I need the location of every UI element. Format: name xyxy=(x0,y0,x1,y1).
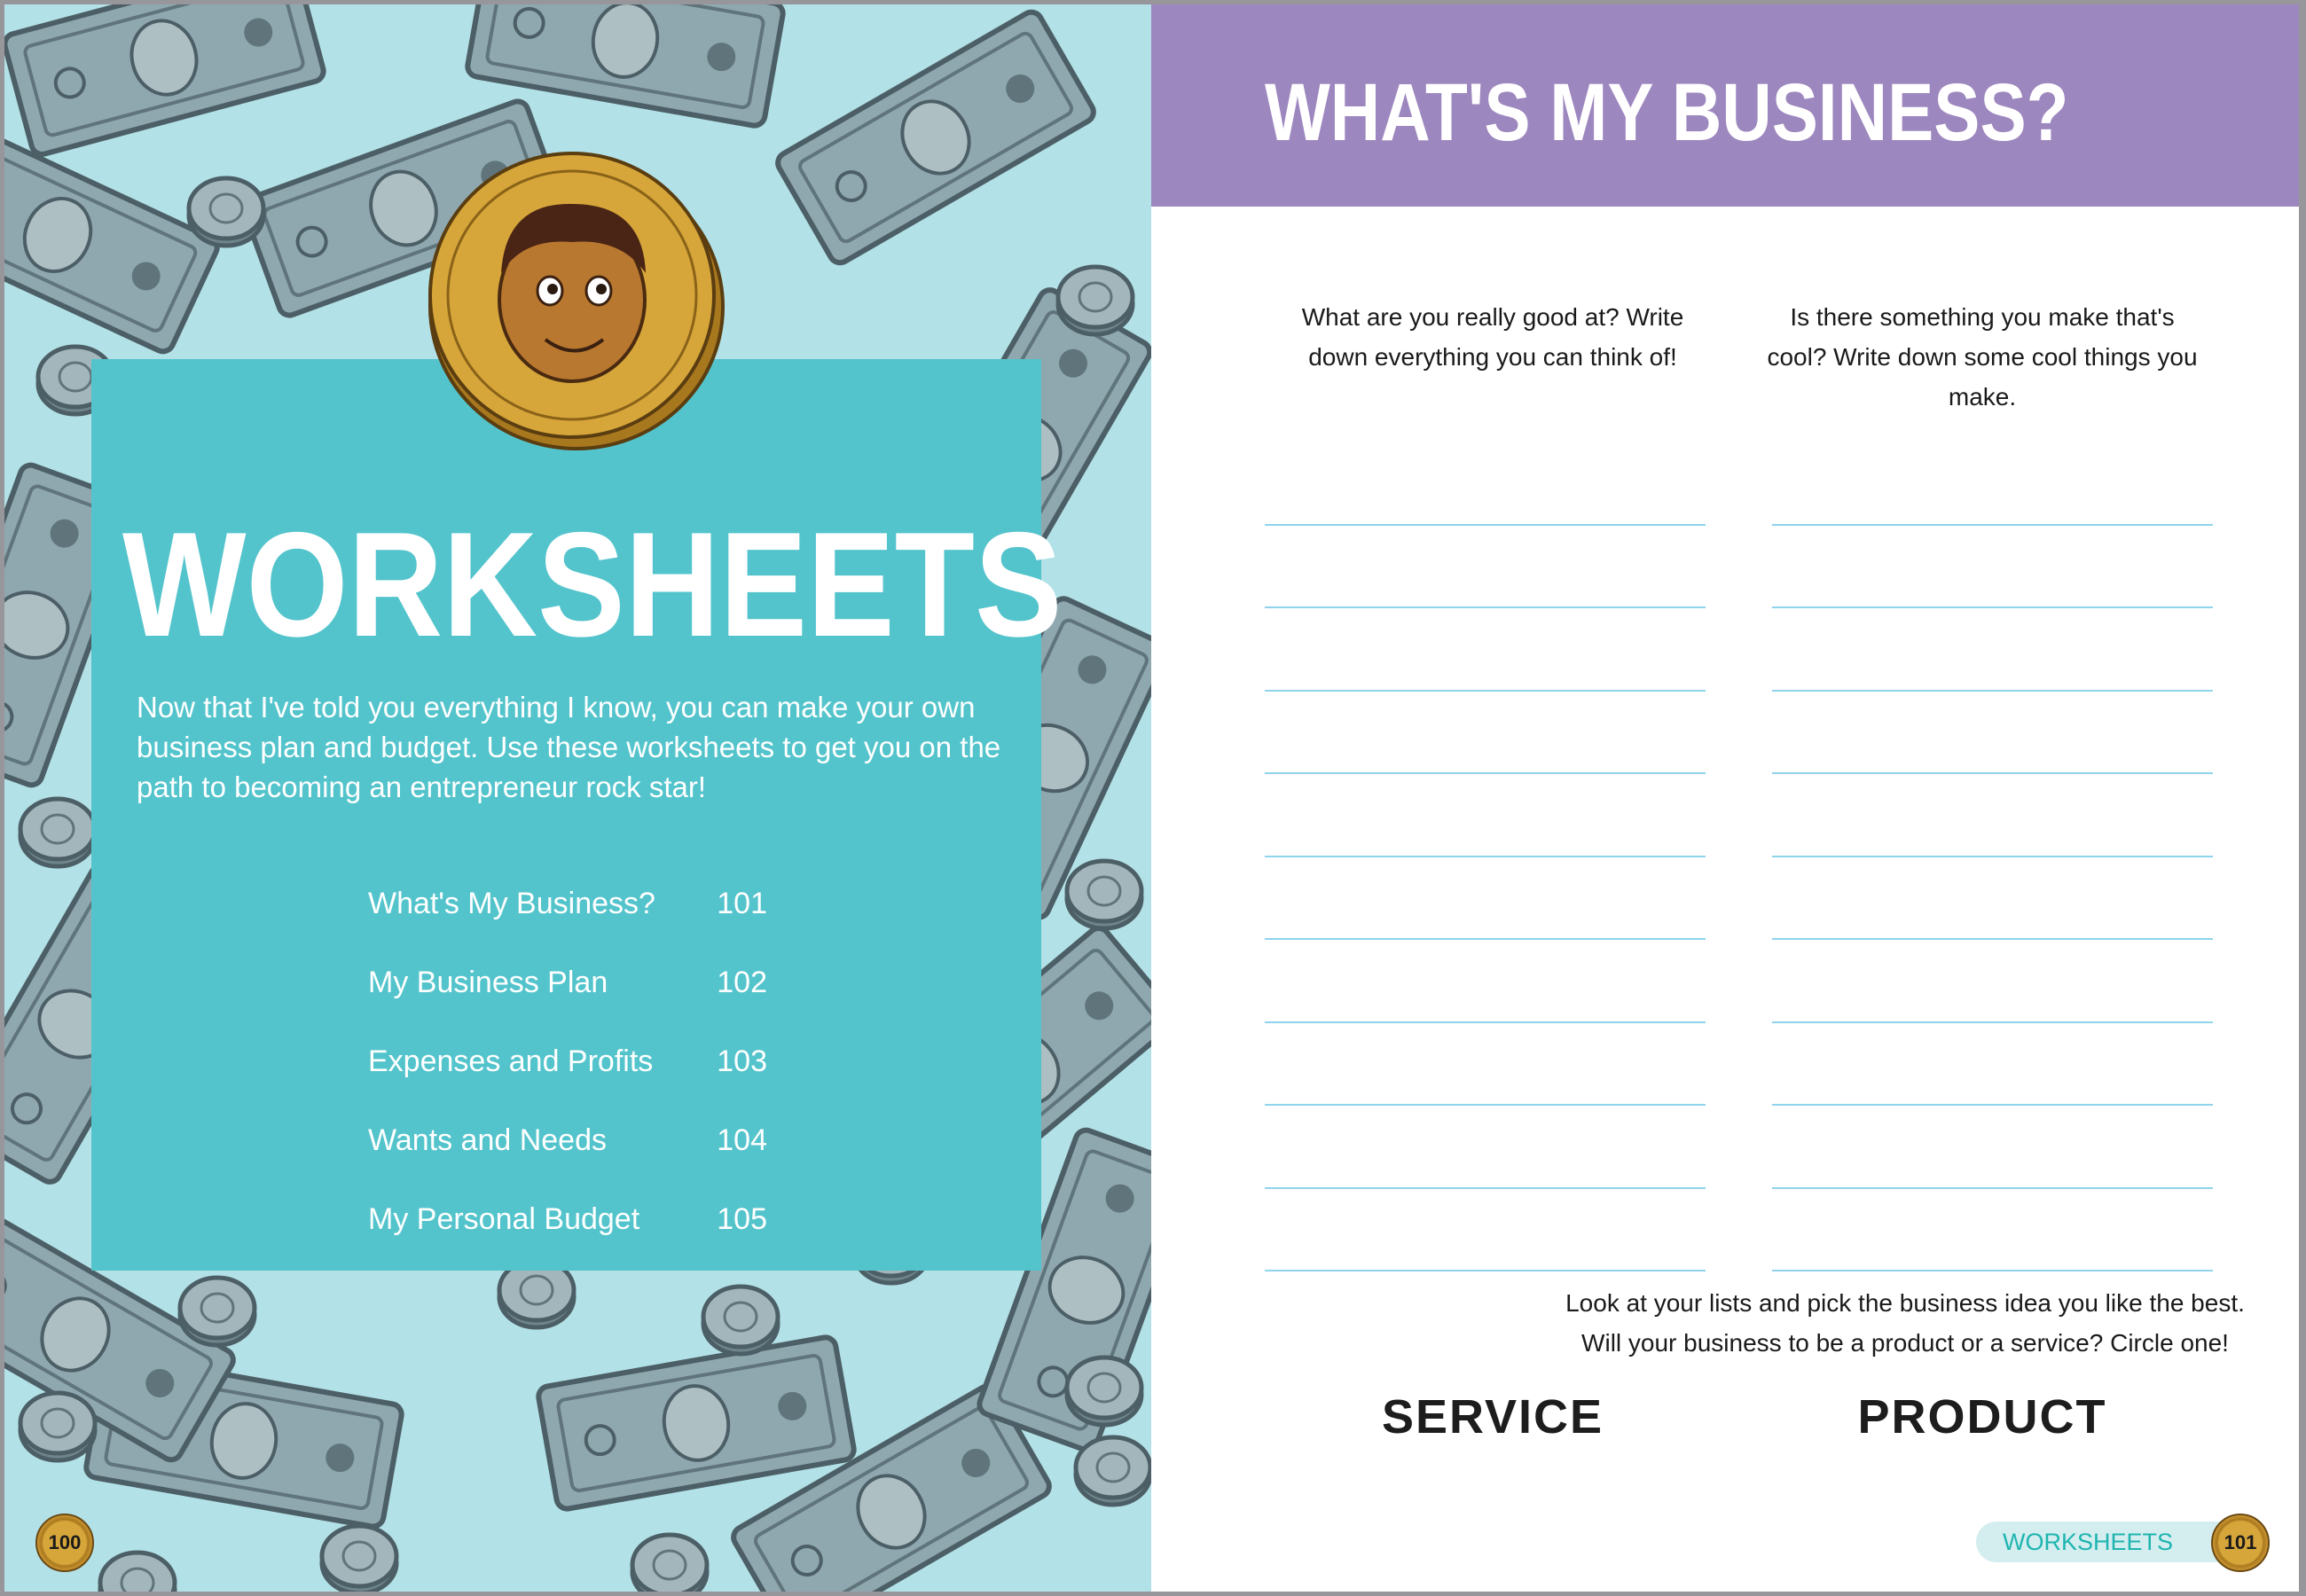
table-of-contents: What's My Business? 101 My Business Plan 1… xyxy=(368,887,767,1281)
toc-item[interactable]: Expenses and Profits 103 xyxy=(368,1044,767,1123)
writing-line[interactable] xyxy=(1265,1106,1706,1189)
writing-line[interactable] xyxy=(1265,608,1706,692)
toc-page: 101 xyxy=(717,887,767,920)
toc-item[interactable]: Wants and Needs 104 xyxy=(368,1123,767,1202)
writing-line[interactable] xyxy=(1772,940,2213,1023)
intro-paragraph: Now that I've told you everything I know… xyxy=(137,691,1001,803)
dollar-bill-icon xyxy=(465,4,786,129)
writing-line[interactable] xyxy=(1265,442,1706,526)
writing-line[interactable] xyxy=(1265,857,1706,940)
writing-line[interactable] xyxy=(1772,442,2213,526)
writing-line[interactable] xyxy=(1265,1023,1706,1106)
coin-icon xyxy=(1064,1355,1144,1428)
writing-line[interactable] xyxy=(1772,1189,2213,1271)
coin-icon xyxy=(1064,858,1144,931)
toc-page: 102 xyxy=(717,966,767,999)
coin-icon xyxy=(701,1284,780,1357)
footer-section-label: WORKSHEETS xyxy=(1976,1522,2242,1562)
page-header-banner: WHAT'S MY BUSINESS? xyxy=(1151,4,2299,207)
writing-line[interactable] xyxy=(1265,774,1706,857)
coin-icon xyxy=(177,1275,257,1348)
coin-icon xyxy=(1073,1435,1151,1507)
coin-icon xyxy=(18,1390,98,1463)
writing-lines-left[interactable] xyxy=(1265,442,1706,1271)
page-number-coin: 100 xyxy=(35,1514,94,1572)
writing-line[interactable] xyxy=(1772,608,2213,692)
writing-line[interactable] xyxy=(1772,526,2213,608)
choice-product[interactable]: PRODUCT xyxy=(1857,1390,2107,1443)
dollar-bill-icon xyxy=(4,1206,236,1463)
coin-icon xyxy=(18,796,98,869)
writing-line[interactable] xyxy=(1772,692,2213,774)
toc-label: My Business Plan xyxy=(368,966,608,999)
dollar-bill-icon xyxy=(4,4,326,157)
right-page: WHAT'S MY BUSINESS? What are you really … xyxy=(1151,4,2299,1592)
question-right: Is there something you make that's cool?… xyxy=(1767,303,2198,411)
toc-item[interactable]: My Personal Budget 105 xyxy=(368,1202,767,1281)
writing-line[interactable] xyxy=(1772,1106,2213,1189)
coin-icon xyxy=(319,1523,399,1592)
dollar-bill-icon xyxy=(536,1334,857,1512)
dollar-bill-icon xyxy=(731,1383,1052,1592)
coin-icon xyxy=(630,1532,710,1592)
toc-page: 104 xyxy=(717,1123,767,1157)
choice-service[interactable]: SERVICE xyxy=(1381,1390,1604,1443)
instructions-line: Will your business to be a product or a … xyxy=(1581,1329,2229,1357)
toc-label: What's My Business? xyxy=(368,887,655,920)
writing-line[interactable] xyxy=(1265,1189,1706,1271)
toc-label: My Personal Budget xyxy=(368,1202,640,1236)
writing-line[interactable] xyxy=(1265,692,1706,774)
left-page: WORKSHEETS Now that I've told you everyt… xyxy=(4,4,1151,1592)
toc-page: 105 xyxy=(717,1202,767,1236)
instructions-line: Look at your lists and pick the business… xyxy=(1565,1289,2245,1317)
dollar-bill-icon xyxy=(4,462,141,788)
writing-lines-right[interactable] xyxy=(1772,442,2213,1271)
page-number-coin: 101 xyxy=(2211,1514,2270,1572)
instructions: Look at your lists and pick the business… xyxy=(1462,1283,2306,1363)
writing-line[interactable] xyxy=(1265,940,1706,1023)
writing-line[interactable] xyxy=(1772,1023,2213,1106)
worksheets-panel: WORKSHEETS Now that I've told you everyt… xyxy=(91,359,1063,1271)
section-heading: WORKSHEETS xyxy=(122,501,1063,668)
coin-icon xyxy=(1055,264,1135,337)
writing-line[interactable] xyxy=(1265,526,1706,608)
coin-icon xyxy=(98,1550,177,1592)
page-title: WHAT'S MY BUSINESS? xyxy=(1265,67,2069,158)
coin-icon xyxy=(186,176,266,248)
toc-item[interactable]: What's My Business? 101 xyxy=(368,887,767,966)
dollar-bill-icon xyxy=(775,9,1096,266)
kid-coin-illustration xyxy=(428,152,725,450)
writing-line[interactable] xyxy=(1772,774,2213,857)
question-left: What are you really good at? Write down … xyxy=(1301,303,1684,371)
toc-page: 103 xyxy=(717,1044,767,1078)
toc-label: Wants and Needs xyxy=(368,1123,607,1157)
toc-label: Expenses and Profits xyxy=(368,1044,654,1078)
dollar-bill-icon xyxy=(4,115,220,355)
writing-line[interactable] xyxy=(1772,857,2213,940)
toc-item[interactable]: My Business Plan 102 xyxy=(368,966,767,1044)
